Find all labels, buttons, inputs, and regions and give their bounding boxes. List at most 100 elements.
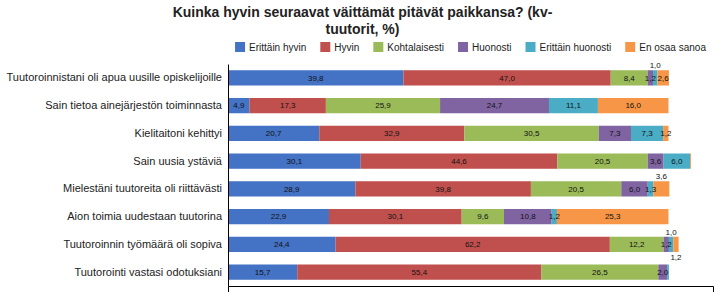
legend-item: Huonosti xyxy=(458,42,511,53)
data-label: 3,6 xyxy=(650,157,662,166)
bar xyxy=(598,98,669,113)
bar xyxy=(440,98,549,113)
data-label: 25,3 xyxy=(605,212,621,221)
data-labels: 39,847,08,41,21,02,64,917,325,924,711,11… xyxy=(233,61,683,277)
bar xyxy=(228,237,336,252)
y-tick-label: Sain uusia ystäviä xyxy=(133,155,223,167)
data-label: 16,0 xyxy=(625,101,641,110)
legend-label: Erittäin huonosti xyxy=(540,42,612,53)
bar xyxy=(541,264,658,279)
data-label: 2,0 xyxy=(657,268,669,277)
legend-swatch xyxy=(458,42,468,52)
y-tick-label: Tuutoroinnin työmäärä oli sopiva xyxy=(63,238,222,250)
bar xyxy=(462,209,504,224)
bar-series xyxy=(250,70,611,280)
legend-swatch xyxy=(235,42,245,52)
data-label: 39,8 xyxy=(435,185,451,194)
y-tick: Aion toimia uudestaan tuutorina xyxy=(67,210,228,222)
bar xyxy=(504,209,552,224)
data-label: 32,9 xyxy=(384,129,400,138)
chart-svg: Kuinka hyvin seuraavat väittämät pitävät… xyxy=(0,0,725,296)
bar xyxy=(336,237,610,252)
bar xyxy=(361,153,558,168)
bar xyxy=(557,153,647,168)
bar xyxy=(355,181,530,196)
data-label: 20,5 xyxy=(595,157,611,166)
bar xyxy=(228,209,329,224)
chart-title-line: Kuinka hyvin seuraavat väittämät pitävät… xyxy=(173,4,553,20)
y-tick: Mielestäni tuutoreita oli riittävästi xyxy=(63,182,228,194)
bar xyxy=(610,237,664,252)
data-label: 12,2 xyxy=(629,240,645,249)
x-axis xyxy=(229,287,714,293)
data-label: 20,7 xyxy=(266,129,282,138)
y-tick-label: Tuutoroinnistani oli apua uusille opiske… xyxy=(7,71,222,83)
data-label: 8,4 xyxy=(624,74,636,83)
y-tick-label: Mielestäni tuutoreita oli riittävästi xyxy=(63,182,222,194)
bar xyxy=(673,237,678,252)
data-label: 1,0 xyxy=(650,61,662,70)
bar xyxy=(403,70,610,85)
bar xyxy=(668,264,669,279)
data-label: 55,4 xyxy=(412,268,428,277)
legend-swatch xyxy=(625,42,635,52)
data-label: 44,6 xyxy=(451,157,467,166)
bar xyxy=(657,70,668,85)
data-label: 4,9 xyxy=(233,101,245,110)
legend-label: Hyvin xyxy=(334,42,359,53)
data-label: 10,8 xyxy=(520,212,536,221)
bar xyxy=(557,209,669,224)
bar xyxy=(228,126,319,141)
legend-item: Kohtalaisesti xyxy=(373,42,444,53)
bar xyxy=(611,70,648,85)
bar xyxy=(297,264,541,279)
legend-label: Kohtalaisesti xyxy=(387,42,444,53)
legend-item: Erittäin hyvin xyxy=(235,42,306,53)
bar xyxy=(531,181,621,196)
bar-series xyxy=(549,70,690,280)
bar xyxy=(228,98,250,113)
legend-label: Huonosti xyxy=(472,42,511,53)
data-label: 1,2 xyxy=(549,212,561,221)
data-label: 28,9 xyxy=(284,185,300,194)
y-tick-label: Sain tietoa ainejärjestön toiminnasta xyxy=(45,99,223,111)
legend-label: Erittäin hyvin xyxy=(249,42,306,53)
data-label: 20,5 xyxy=(568,185,584,194)
data-label: 7,3 xyxy=(642,129,654,138)
bar xyxy=(228,153,361,168)
data-label: 1,2 xyxy=(670,253,682,262)
y-tick-label: Aion toimia uudestaan tuutorina xyxy=(67,210,223,222)
y-tick: Tuutoroinnistani oli apua uusille opiske… xyxy=(7,71,228,83)
bar xyxy=(326,98,440,113)
bar xyxy=(464,126,598,141)
y-tick: Sain tietoa ainejärjestön toiminnasta xyxy=(45,99,228,111)
data-label: 9,6 xyxy=(477,212,489,221)
data-label: 6,0 xyxy=(629,185,641,194)
data-label: 26,5 xyxy=(592,268,608,277)
data-label: 62,2 xyxy=(465,240,481,249)
data-label: 24,4 xyxy=(274,240,290,249)
data-label: 7,3 xyxy=(609,129,621,138)
chart-title-line: tuutorit, %) xyxy=(326,21,400,37)
bar-series xyxy=(557,70,691,252)
data-label: 17,3 xyxy=(280,101,296,110)
data-label: 1,0 xyxy=(666,228,678,237)
data-label: 1,3 xyxy=(645,185,657,194)
legend: Erittäin hyvin Hyvin Kohtalaisesti Huonosti… xyxy=(235,42,706,53)
x-axis-line xyxy=(229,287,714,293)
data-label: 25,9 xyxy=(375,101,391,110)
bar xyxy=(621,181,647,196)
data-label: 3,6 xyxy=(656,172,668,181)
data-label: 2,6 xyxy=(658,74,670,83)
bar-series xyxy=(440,70,669,280)
data-label: 11,1 xyxy=(566,101,582,110)
data-label: 30,1 xyxy=(287,157,303,166)
legend-swatch xyxy=(320,42,330,52)
bar xyxy=(329,209,462,224)
data-label: 22,9 xyxy=(271,212,287,221)
y-tick: Kielitaitoni kehittyi xyxy=(135,127,228,139)
data-label: 15,7 xyxy=(255,268,271,277)
y-tick: Sain uusia ystäviä xyxy=(133,155,228,167)
chart-title: Kuinka hyvin seuraavat väittämät pitävät… xyxy=(173,4,553,37)
bar xyxy=(648,153,664,168)
